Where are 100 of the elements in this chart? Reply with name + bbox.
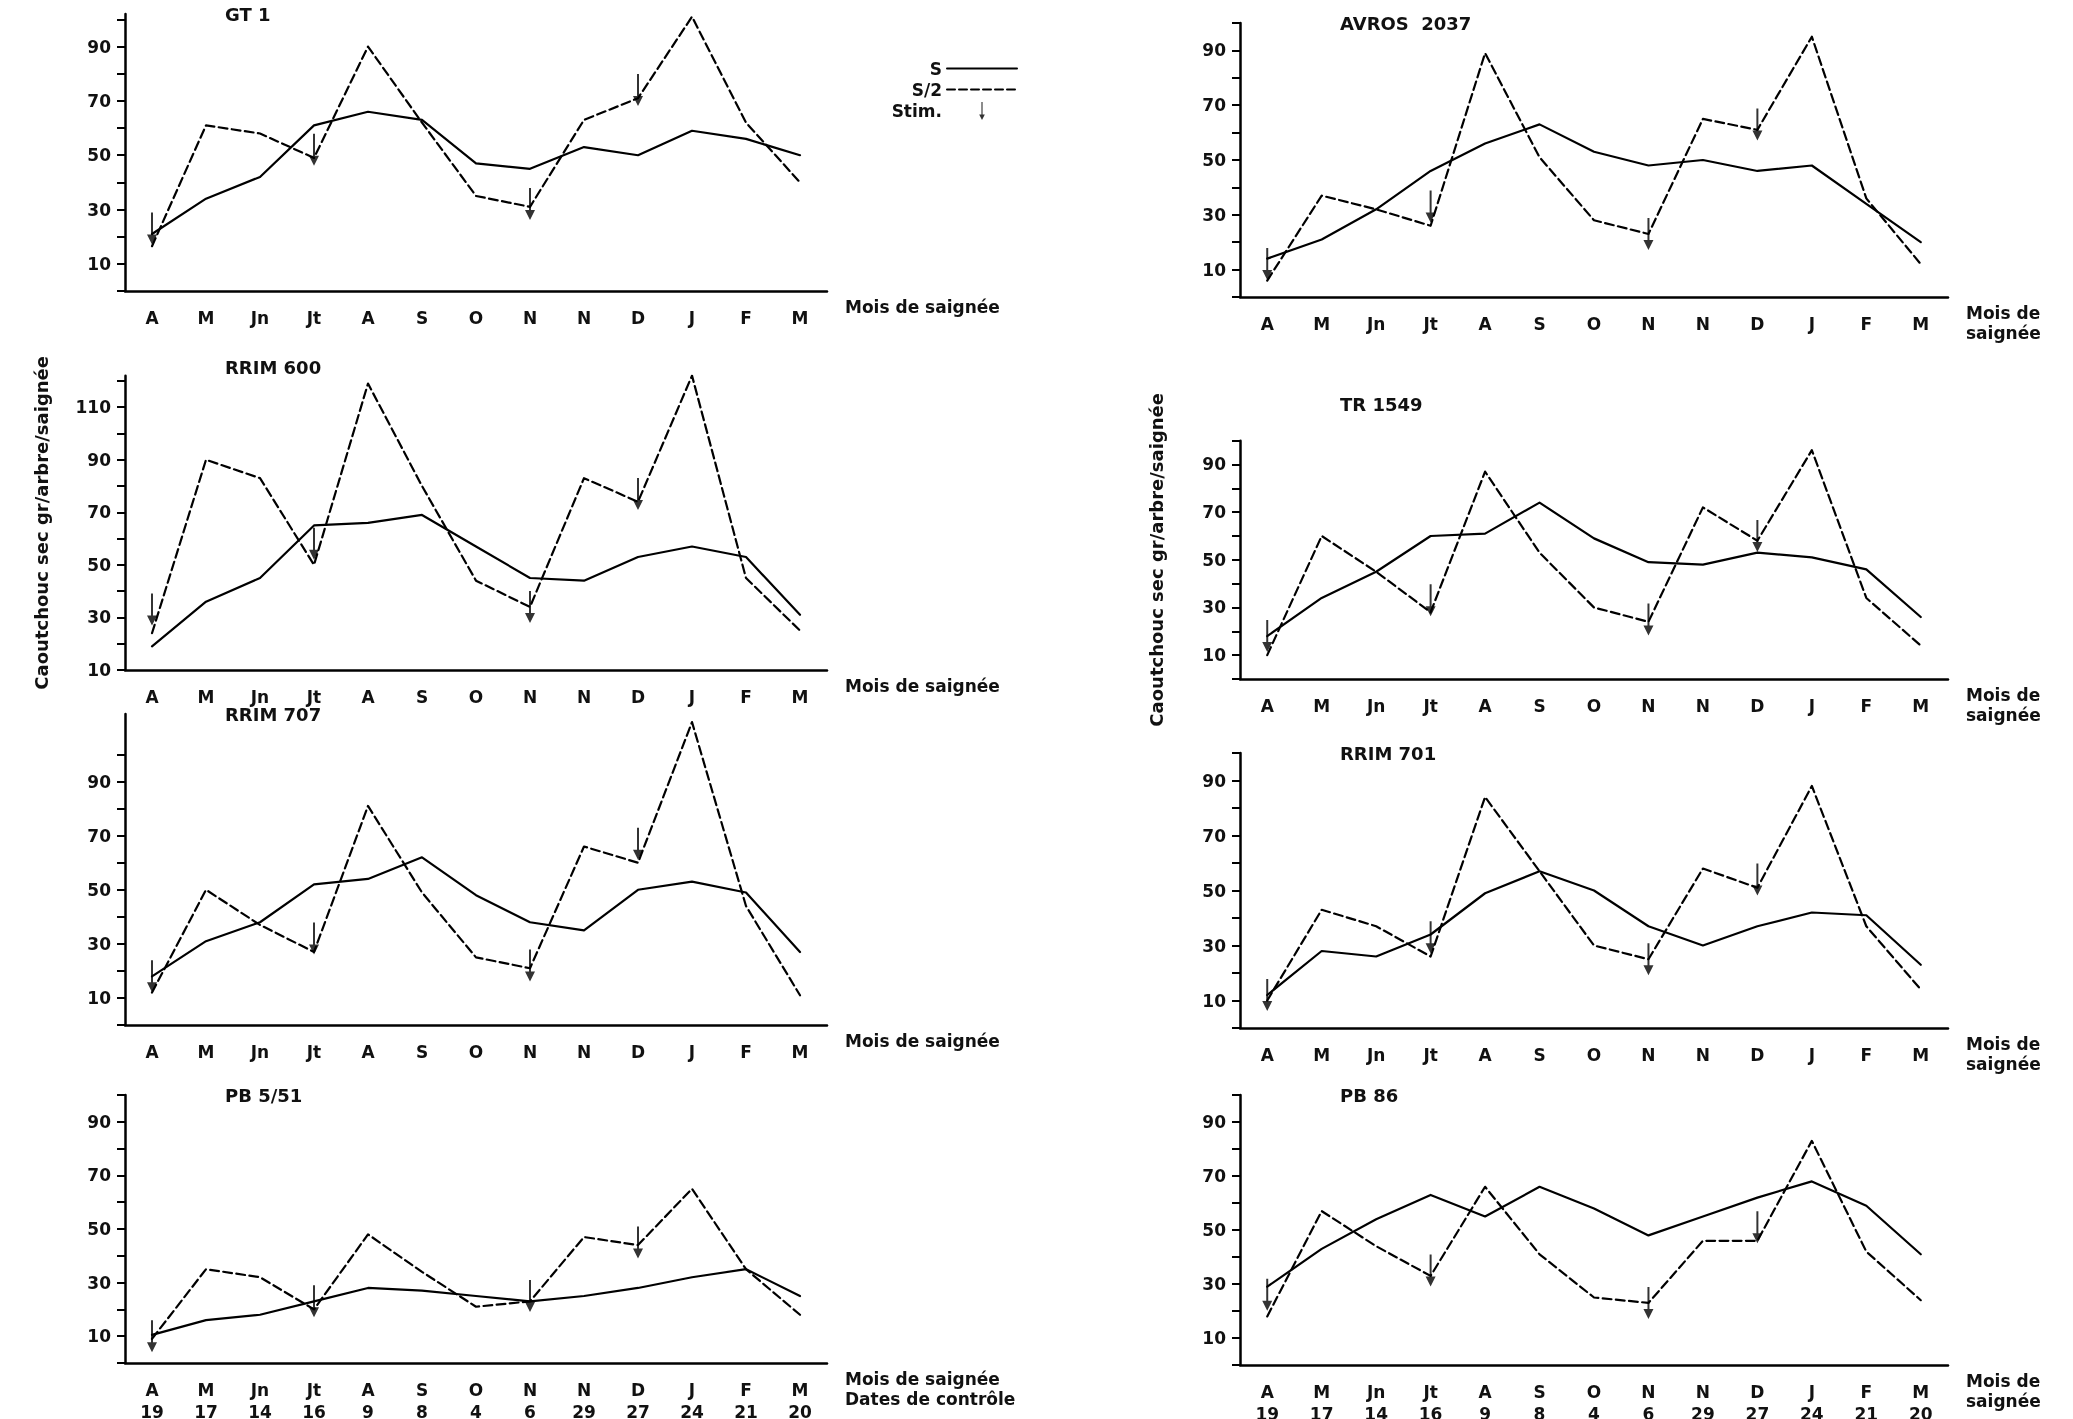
x-axis-title: Mois de saignée Dates de contrôle (845, 1369, 1016, 1409)
x-tick-label: N (522, 687, 538, 707)
x-tick-label: D (630, 308, 646, 328)
x-tick-label: Jt (305, 308, 322, 328)
x-tick-label: M (197, 308, 215, 328)
y-tick-label: 110 (75, 397, 112, 418)
x-tick-label: N (1641, 696, 1656, 716)
x-tick-label: S (415, 687, 429, 707)
x-tick-label: A 9 (361, 1380, 376, 1419)
x-tick-label: S 8 (415, 1380, 429, 1419)
x-tick-label: M (197, 1042, 215, 1062)
x-axis-title: Mois de saignée (1966, 685, 2041, 725)
x-tick-label: S (1533, 1045, 1546, 1065)
x-tick-label: Jt (305, 687, 322, 707)
y-tick-label: 30 (1202, 1274, 1227, 1294)
x-tick-label: S (1533, 314, 1546, 334)
x-tick-label: Jn (1365, 696, 1386, 716)
x-tick-label: N (1641, 1045, 1656, 1065)
line-series (1266, 1139, 1922, 1318)
x-tick-label: A (1478, 696, 1493, 716)
y-tick-label: 50 (87, 145, 112, 166)
x-tick-label: J (1807, 1045, 1816, 1065)
x-tick-label: A (1478, 1045, 1493, 1065)
x-tick-label: F (740, 1042, 752, 1062)
y-tick-label: 70 (1202, 1166, 1227, 1186)
chart-title: GT 1 (225, 3, 271, 25)
y-axis-title: Caoutchouc sec gr/arbre/saignée (1145, 393, 1167, 727)
x-tick-label: O (468, 687, 484, 707)
line-series (1266, 449, 1922, 657)
x-tick-label: Jt (1422, 1045, 1438, 1065)
x-tick-label: A (145, 308, 160, 328)
x-tick-label: D (1750, 314, 1765, 334)
x-tick-label: N (1695, 1045, 1711, 1065)
x-tick-label: N (576, 1042, 592, 1062)
x-tick-label: N (1641, 314, 1656, 334)
x-tick-label: M (1313, 314, 1331, 334)
x-axis-title: Mois de saignée (1966, 1371, 2041, 1411)
x-tick-label: D 27 (626, 1380, 650, 1419)
y-tick-label: 30 (87, 199, 112, 220)
x-tick-label: O (1586, 1045, 1602, 1065)
x-tick-label: A (361, 308, 376, 328)
chart-title: TR 1549 (1340, 393, 1423, 415)
y-tick-label: 50 (1202, 150, 1227, 170)
x-tick-label: Jt 16 (302, 1380, 326, 1419)
y-tick-label: 30 (87, 933, 112, 954)
x-tick-label: Jt (305, 1042, 322, 1062)
x-tick-label: N 29 (572, 1380, 596, 1419)
y-tick-label: 70 (87, 502, 112, 523)
x-tick-label: M (1912, 1045, 1930, 1065)
y-tick-label: 10 (1202, 645, 1227, 666)
y-tick-label: 90 (87, 36, 112, 57)
x-tick-label: O (1586, 314, 1602, 334)
y-tick-label: 90 (1202, 1112, 1227, 1132)
x-tick-label: N (576, 687, 592, 707)
y-tick-label: 90 (87, 449, 112, 470)
x-tick-label: N (522, 308, 538, 328)
chart-title: PB 5/51 (225, 1084, 303, 1106)
x-tick-label: A (361, 1042, 376, 1062)
y-axis-title: Caoutchouc sec gr/arbre/saignée (30, 356, 52, 690)
x-tick-label: M (791, 687, 809, 707)
x-tick-label: N (1695, 696, 1711, 716)
y-tick-label: 30 (87, 1272, 112, 1293)
y-tick-label: 70 (1202, 95, 1227, 116)
y-tick-label: 50 (1202, 880, 1227, 901)
x-tick-label: A (145, 687, 160, 707)
x-tick-label: D (1750, 1045, 1765, 1065)
x-axis-title: Mois de saignée (1966, 1034, 2041, 1074)
x-tick-label: N (576, 308, 592, 328)
x-tick-label: M (791, 308, 809, 328)
x-tick-label: S (415, 1042, 429, 1062)
x-tick-label: M (1313, 696, 1331, 716)
y-tick-label: 50 (1202, 549, 1227, 570)
x-tick-label: A (1260, 696, 1275, 716)
x-tick-label: M (1313, 1045, 1331, 1065)
x-tick-label: M (197, 687, 215, 707)
y-tick-label: 90 (87, 771, 112, 792)
y-tick-label: 70 (1202, 825, 1227, 846)
chart-title: RRIM 701 (1340, 742, 1437, 764)
y-tick-label: 70 (87, 825, 112, 846)
x-tick-label: Jt (1422, 314, 1438, 334)
x-axis-title: Mois de saignée (845, 1031, 1000, 1051)
x-tick-label: F (1860, 1045, 1873, 1065)
y-tick-label: 10 (87, 253, 112, 274)
x-tick-label: J (687, 308, 696, 328)
x-tick-label: M 20 (788, 1380, 812, 1419)
x-tick-label: F 21 (734, 1380, 758, 1419)
chart-title: RRIM 600 (225, 356, 322, 378)
chart-title: PB 86 (1340, 1084, 1399, 1106)
x-axis-title: Mois de saignée (845, 297, 1000, 317)
chart-title: AVROS 2037 (1340, 12, 1472, 34)
y-tick-label: 50 (1202, 1220, 1227, 1240)
x-axis-title: Mois de saignée (845, 676, 1000, 696)
y-tick-label: 30 (87, 607, 112, 628)
x-tick-label: S (1533, 696, 1546, 716)
x-tick-label: O (468, 308, 484, 328)
x-tick-label: N (522, 1042, 538, 1062)
x-tick-label: N (1695, 314, 1711, 334)
x-tick-label: F (1860, 696, 1873, 716)
y-tick-label: 10 (87, 987, 112, 1008)
legend-label: Stim. (891, 101, 942, 121)
